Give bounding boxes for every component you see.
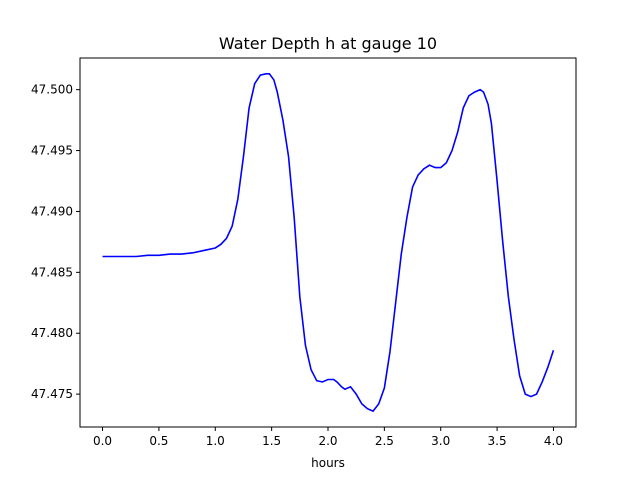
y-tick-label: 47.490 bbox=[31, 204, 73, 218]
x-tick-label: 2.0 bbox=[318, 434, 337, 448]
y-tick-label: 47.500 bbox=[31, 83, 73, 97]
chart-title: Water Depth h at gauge 10 bbox=[219, 34, 437, 53]
x-tick-label: 4.0 bbox=[544, 434, 563, 448]
x-tick-label: 3.5 bbox=[488, 434, 507, 448]
x-axis: 0.0 0.5 1.0 1.5 2.0 2.5 3.0 3.5 4.0 bbox=[93, 427, 563, 448]
y-tick-label: 47.485 bbox=[31, 265, 73, 279]
series-line bbox=[102, 73, 555, 413]
x-tick-label: 2.5 bbox=[375, 434, 394, 448]
x-tick-label: 0.0 bbox=[93, 434, 112, 448]
y-tick-label: 47.495 bbox=[31, 144, 73, 158]
x-tick-label: 3.0 bbox=[431, 434, 450, 448]
y-tick-label: 47.480 bbox=[31, 326, 73, 340]
y-axis: 47.475 47.480 47.485 47.490 47.495 47.500 bbox=[31, 83, 80, 401]
x-tick-label: 1.5 bbox=[262, 434, 281, 448]
x-tick-label: 1.0 bbox=[206, 434, 225, 448]
x-axis-label: hours bbox=[311, 456, 345, 470]
plot-area bbox=[102, 73, 555, 413]
y-tick-label: 47.475 bbox=[31, 387, 73, 401]
x-tick-label: 0.5 bbox=[149, 434, 168, 448]
